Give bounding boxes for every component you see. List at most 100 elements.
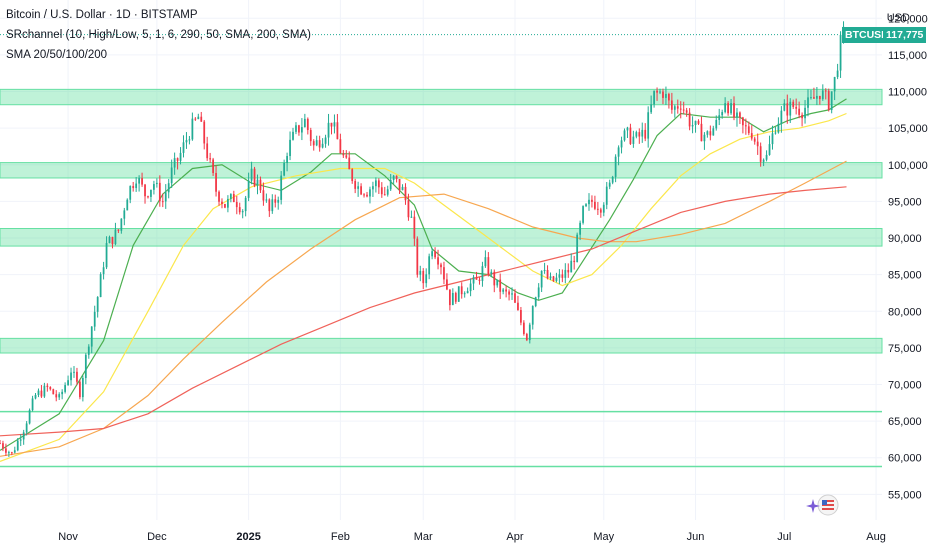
candle-body — [662, 91, 664, 98]
candle-body — [520, 310, 522, 323]
candle-body — [404, 186, 407, 201]
candle-body — [283, 163, 286, 176]
y-tick-label: 105,000 — [888, 123, 928, 135]
flag-icon[interactable] — [817, 494, 839, 516]
candle-body — [363, 194, 365, 196]
candle-body — [824, 90, 827, 92]
candle-body — [333, 122, 336, 127]
candle-body — [76, 371, 78, 382]
candle-body — [158, 182, 161, 202]
candle-body — [410, 216, 413, 218]
x-tick-label: Jun — [687, 531, 705, 543]
candle-body — [496, 279, 499, 286]
candle-body — [771, 133, 774, 145]
candle-body — [715, 119, 718, 129]
sma-20-line — [0, 98, 847, 451]
candle-body — [271, 199, 274, 212]
candle-body — [688, 112, 691, 127]
srchannel-indicator-label[interactable]: SRchannel (10, High/Low, 5, 1, 6, 290, 5… — [6, 29, 311, 41]
candle-body — [5, 448, 7, 453]
candle-body — [265, 199, 268, 201]
candle-body — [229, 194, 232, 199]
candle-body — [605, 186, 608, 205]
candle-body — [357, 186, 360, 189]
candle-body — [721, 112, 724, 116]
candle-body — [727, 103, 729, 114]
candle-body — [389, 179, 392, 190]
x-tick-label: Aug — [866, 531, 886, 543]
candle-body — [599, 209, 602, 213]
candle-body — [552, 276, 555, 281]
candle-body — [700, 123, 703, 142]
candle-body — [19, 439, 22, 441]
candle-body — [484, 257, 487, 267]
candle-body — [709, 131, 712, 136]
candle-body — [499, 279, 502, 292]
candle-body — [443, 267, 445, 280]
y-tick-label: 85,000 — [888, 270, 922, 282]
candle-body — [280, 175, 283, 200]
candle-body — [238, 207, 241, 213]
y-tick-label: 65,000 — [888, 416, 922, 428]
candle-body — [268, 199, 271, 212]
candle-body — [457, 286, 460, 302]
candle-body — [665, 93, 667, 98]
sparkle-icon[interactable] — [806, 499, 820, 513]
sr-zone-2 — [0, 228, 883, 247]
sma-indicator-label[interactable]: SMA 20/50/100/200 — [6, 49, 108, 61]
candle-body — [511, 293, 513, 295]
candle-body — [588, 199, 590, 205]
candle-body — [434, 251, 436, 258]
candle-body — [768, 144, 771, 155]
candle-body — [668, 93, 670, 101]
candle-body — [537, 287, 540, 298]
candle-body — [694, 120, 697, 126]
candle-body — [821, 90, 824, 100]
candle-body — [454, 292, 457, 302]
y-tick-label: 90,000 — [888, 233, 922, 245]
candle-body — [348, 157, 351, 170]
candle-body — [525, 333, 528, 341]
candle-body — [206, 143, 209, 159]
candle-body — [546, 269, 549, 279]
candle-body — [395, 175, 398, 180]
y-tick-label: 100,000 — [888, 160, 928, 172]
candle-body — [567, 269, 570, 273]
candle-body — [425, 274, 428, 284]
candle-body — [481, 266, 484, 281]
candle-body — [718, 115, 721, 120]
sr-zone-1 — [0, 162, 883, 179]
currency-label[interactable]: USD — [886, 12, 910, 24]
last-price-badge: 117,775 — [883, 26, 927, 43]
candle-body — [170, 167, 173, 184]
candle-body — [135, 183, 138, 189]
candle-body — [431, 251, 434, 257]
candle-body — [804, 107, 806, 119]
candle-body — [55, 394, 58, 398]
candle-body — [336, 122, 339, 140]
candle-body — [250, 168, 253, 181]
candle-body — [478, 279, 481, 281]
candle-body — [262, 190, 265, 201]
candle-body — [108, 236, 111, 244]
candle-body — [354, 181, 357, 189]
candle-body — [147, 196, 149, 198]
candle-body — [321, 143, 324, 148]
y-tick-label: 110,000 — [888, 87, 927, 99]
candle-body — [13, 450, 16, 453]
candle-body — [472, 277, 475, 284]
candle-body — [747, 126, 750, 134]
candle-body — [2, 443, 4, 449]
candle-body — [632, 136, 635, 144]
candle-body — [463, 293, 466, 295]
candle-body — [16, 440, 19, 451]
candle-body — [203, 121, 206, 144]
candle-body — [224, 204, 226, 208]
candle-body — [673, 106, 676, 110]
y-tick-label: 60,000 — [888, 453, 922, 465]
candle-body — [679, 108, 682, 110]
candle-body — [801, 114, 803, 119]
candle-body — [34, 394, 37, 399]
y-tick-label: 115,000 — [888, 50, 927, 62]
